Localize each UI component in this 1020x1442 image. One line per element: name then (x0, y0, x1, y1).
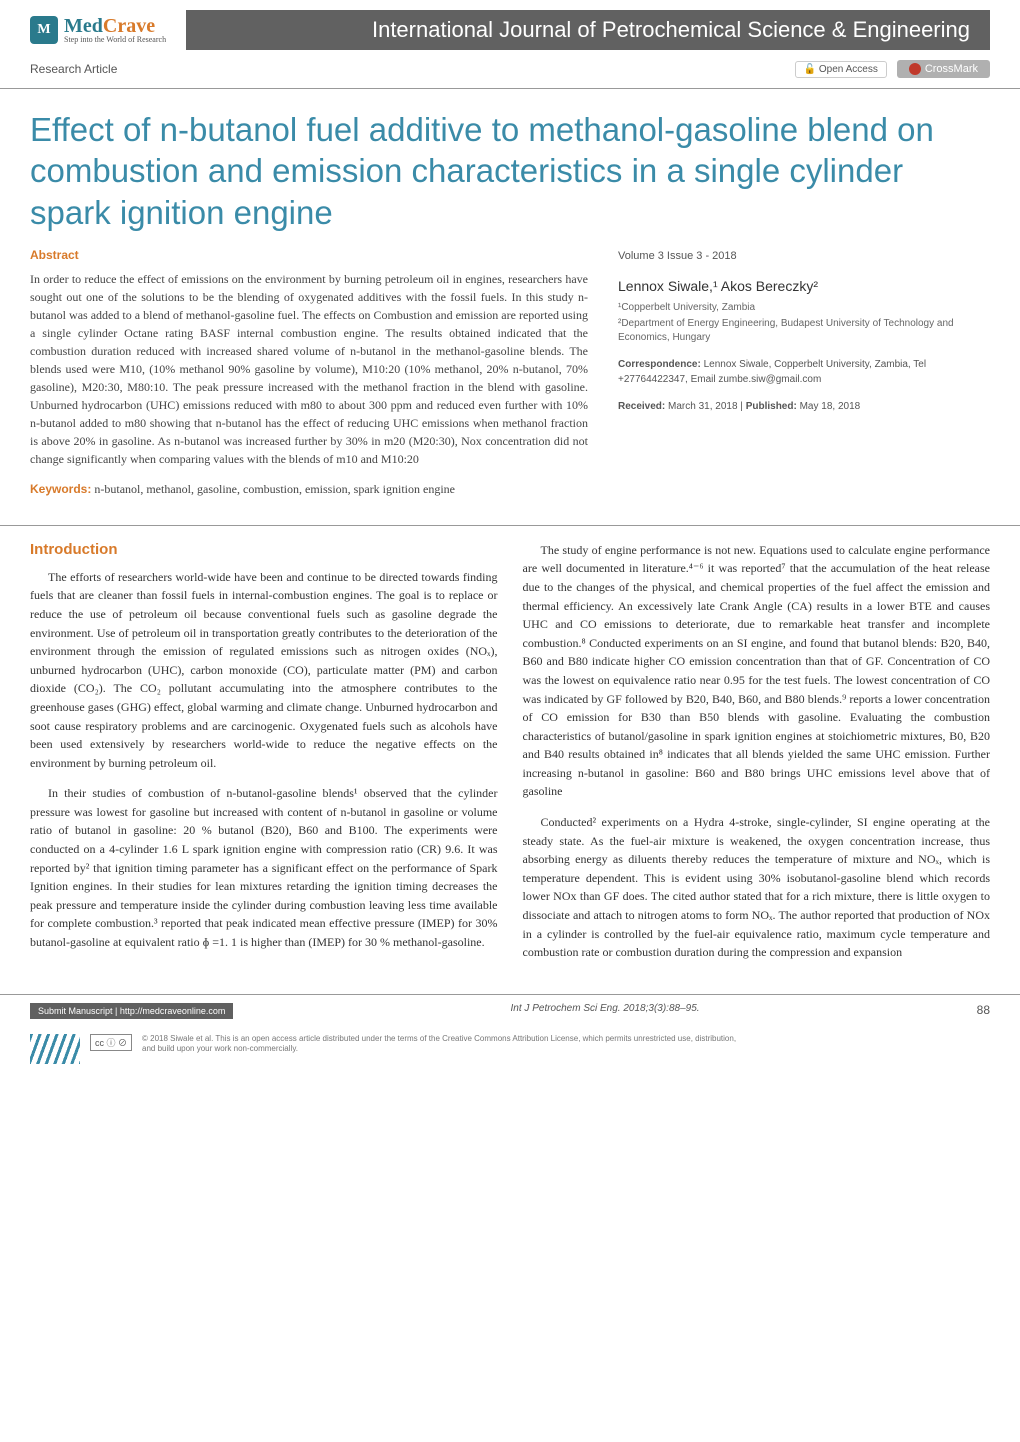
crossmark-icon (909, 63, 921, 75)
author-column: Volume 3 Issue 3 - 2018 Lennox Siwale,¹ … (618, 248, 990, 510)
submit-manuscript-badge[interactable]: Submit Manuscript | http://medcraveonlin… (30, 1003, 233, 1019)
correspondence-label: Correspondence: (618, 359, 704, 370)
license-text: © 2018 Siwale et al. This is an open acc… (142, 1034, 742, 1055)
affiliation-2: ²Department of Energy Engineering, Budap… (618, 317, 990, 345)
footer-citation: Int J Petrochem Sci Eng. 2018;3(3):88–95… (511, 1003, 700, 1014)
keywords-label: Keywords: (30, 482, 91, 496)
keywords-line: Keywords: n-butanol, methanol, gasoline,… (30, 480, 588, 498)
journal-band: International Journal of Petrochemical S… (186, 10, 990, 50)
introduction-heading: Introduction (30, 541, 498, 558)
volume-issue: Volume 3 Issue 3 - 2018 (618, 248, 990, 265)
abstract-text: In order to reduce the effect of emissio… (30, 270, 588, 468)
open-access-badge: 🔓 Open Access (795, 61, 887, 78)
body-column-right: The study of engine performance is not n… (523, 541, 991, 974)
body-column-left: Introduction The efforts of researchers … (30, 541, 498, 974)
dates-block: Received: March 31, 2018 | Published: Ma… (618, 399, 990, 414)
lock-icon: 🔓 (804, 64, 816, 75)
abstract-column: Abstract In order to reduce the effect o… (30, 248, 588, 510)
correspondence-block: Correspondence: Lennox Siwale, Copperbel… (618, 357, 990, 387)
page-number: 88 (977, 1003, 990, 1017)
article-type-row: Research Article 🔓 Open Access CrossMark (0, 55, 1020, 89)
logo-badge-icon: M (30, 16, 58, 44)
license-row: cc ⓘ ⊘ © 2018 Siwale et al. This is an o… (0, 1034, 1020, 1074)
meta-section: Abstract In order to reduce the effect o… (0, 248, 1020, 526)
logo-wordmark: MedCrave (64, 16, 166, 36)
authors: Lennox Siwale,¹ Akos Bereczky² (618, 276, 990, 297)
body-paragraph-2: In their studies of combustion of n-buta… (30, 784, 498, 951)
article-title: Effect of n-butanol fuel additive to met… (0, 89, 1020, 248)
journal-name: International Journal of Petrochemical S… (372, 17, 970, 43)
footer-bar: Submit Manuscript | http://medcraveonlin… (0, 994, 1020, 1034)
article-type: Research Article (30, 62, 117, 76)
body-section: Introduction The efforts of researchers … (0, 526, 1020, 994)
body-paragraph-1: The efforts of researchers world-wide ha… (30, 568, 498, 773)
received-text: March 31, 2018 | (668, 401, 746, 412)
received-label: Received: (618, 401, 668, 412)
body-paragraph-3: The study of engine performance is not n… (523, 541, 991, 801)
cc-license-badge: cc ⓘ ⊘ (90, 1034, 132, 1051)
published-label: Published: (746, 401, 800, 412)
publisher-logo: M MedCrave Step into the World of Resear… (30, 16, 166, 44)
header-row: M MedCrave Step into the World of Resear… (0, 0, 1020, 55)
abstract-heading: Abstract (30, 248, 588, 262)
header-badges: 🔓 Open Access CrossMark (795, 60, 990, 78)
keywords-text: n-butanol, methanol, gasoline, combustio… (91, 482, 455, 496)
body-paragraph-4: Conducted² experiments on a Hydra 4-stro… (523, 813, 991, 962)
affiliation-1: ¹Copperbelt University, Zambia (618, 301, 990, 315)
crossmark-badge[interactable]: CrossMark (897, 60, 990, 78)
published-text: May 18, 2018 (800, 401, 861, 412)
logo-subtitle: Step into the World of Research (64, 36, 166, 44)
decorative-stripes-icon (30, 1034, 80, 1064)
